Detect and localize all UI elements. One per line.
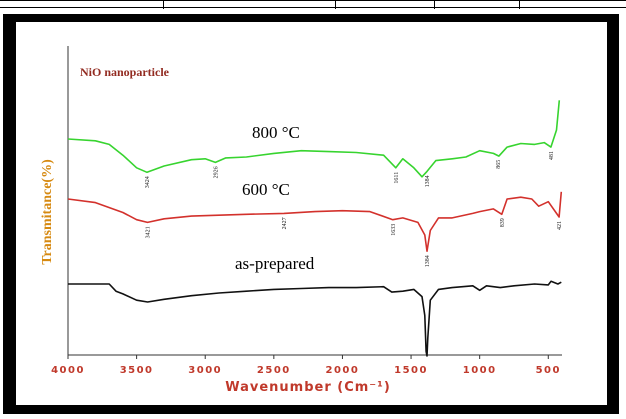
x-tick-label: 4000: [51, 365, 85, 376]
figure-panel: [16, 22, 607, 405]
figure-frame: [3, 14, 619, 414]
series-line-600-c: [67, 191, 563, 252]
peak-label: 2926: [213, 166, 219, 178]
table-divider: [335, 1, 336, 9]
series-label-800: 800 °C: [252, 123, 300, 142]
peak-label: 1384: [425, 175, 431, 187]
peak-label: 1611: [394, 172, 400, 184]
y-axis-title: Transmitance(%): [40, 159, 55, 265]
peak-label: 2427: [282, 217, 288, 229]
x-tick-label: 1000: [463, 365, 497, 376]
peak-label: 1633: [391, 224, 397, 236]
x-tick-label: 500: [536, 365, 561, 376]
x-tick-label: 3000: [188, 365, 222, 376]
peak-label: 839: [500, 218, 506, 227]
peak-label: 421: [557, 221, 563, 230]
peak-label: 481: [549, 151, 555, 160]
x-tick-label: 2000: [326, 365, 360, 376]
top-table-border: [0, 0, 626, 9]
series-line-as-prepared: [68, 280, 562, 357]
chart-title: NiO nanoparticle: [80, 65, 170, 79]
series-label-600: 600 °C: [242, 180, 290, 199]
x-tick-label: 2500: [257, 365, 291, 376]
table-divider: [434, 1, 435, 9]
x-tick-label: 3500: [120, 365, 154, 376]
peak-label: 1384: [425, 255, 431, 267]
table-divider: [163, 1, 164, 9]
series-label-as-prepared: as-prepared: [235, 254, 315, 273]
peak-label: 865: [496, 160, 502, 169]
x-axis-title: Wavenumber (Cm⁻¹): [225, 380, 391, 395]
table-divider: [519, 1, 520, 9]
x-tick-label: 1500: [394, 365, 428, 376]
peak-label: 3421: [146, 226, 152, 238]
peak-label: 3424: [145, 176, 151, 188]
series-line-800-c: [67, 100, 561, 178]
